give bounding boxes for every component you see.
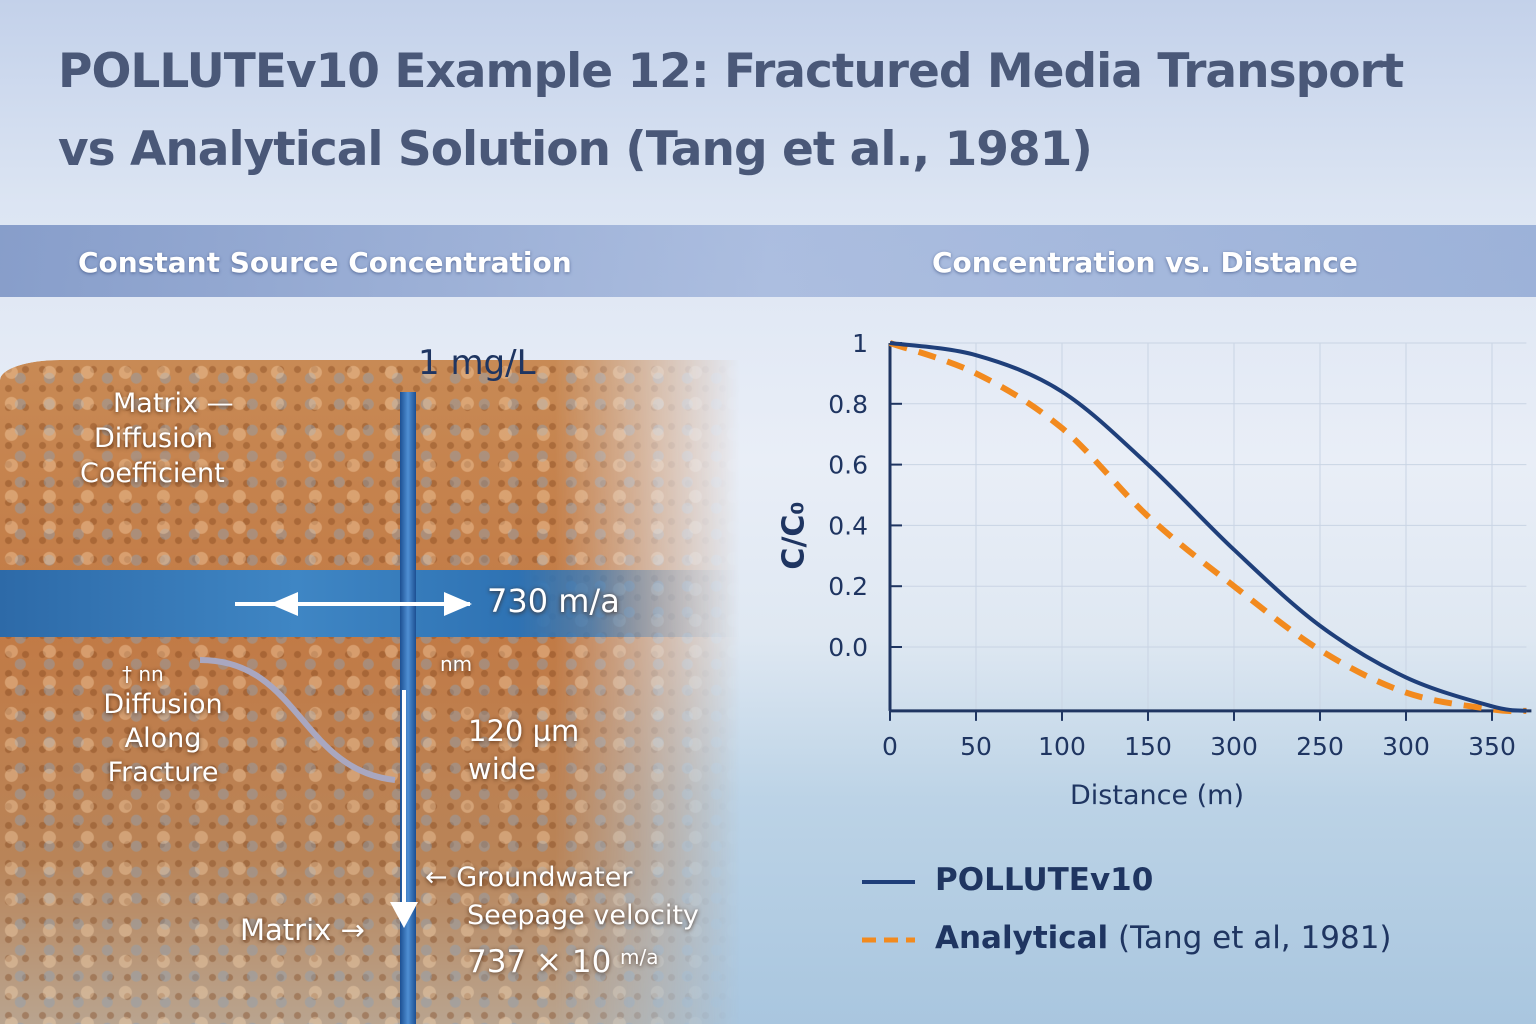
x-tick-label: 300 — [1382, 732, 1430, 761]
x-tick-label: 0 — [882, 732, 898, 761]
x-tick-label: 300 — [1210, 732, 1258, 761]
legend-pollute: POLLUTEv10 — [935, 862, 1154, 898]
x-tick-label: 350 — [1468, 732, 1516, 761]
mark-right: nm — [440, 652, 473, 676]
title-line-1: POLLUTEv10 Example 12: Fractured Media T… — [58, 44, 1404, 99]
x-tick-label: 150 — [1124, 732, 1172, 761]
x-axis-label: Distance (m) — [1070, 780, 1245, 811]
legend-analytical: Analytical (Tang et al, 1981) — [935, 920, 1392, 956]
x-tick-label: 50 — [960, 732, 992, 761]
legend-swatches — [862, 880, 915, 943]
line: 120 µm — [468, 714, 580, 748]
y-tick-label: 0.4 — [828, 511, 868, 540]
y-tick-label: 0.8 — [828, 390, 868, 419]
matrix-arrow-label: Matrix → — [240, 913, 365, 947]
y-axis-label: C/C₀ — [776, 501, 812, 570]
line: wide — [468, 752, 537, 786]
legend-analytical-name: Analytical — [935, 920, 1109, 956]
line: Along — [124, 723, 202, 754]
series-pollutev10 — [889, 341, 1527, 713]
x-tick-label: 100 — [1038, 732, 1086, 761]
header-band — [0, 225, 1536, 297]
line: Fracture — [107, 757, 219, 788]
line: Diffusion — [103, 689, 223, 720]
left-header: Constant Source Concentration — [78, 246, 572, 279]
mark-left: † nn — [122, 662, 164, 686]
groundwater-label: ← Groundwater — [425, 862, 633, 893]
title-line-2: vs Analytical Solution (Tang et al., 198… — [58, 122, 1093, 177]
matrix-label: Matrix — — [113, 388, 234, 419]
right-header: Concentration vs. Distance — [932, 246, 1358, 279]
source-concentration: 1 mg/L — [418, 343, 536, 383]
arrow-right-head — [444, 592, 472, 616]
diffusion-label: Diffusion — [94, 423, 214, 454]
y-tick-label: 0.6 — [828, 451, 868, 480]
aperture-label: 120 µm wide — [468, 712, 579, 788]
flow-rate: 730 m/a — [487, 582, 620, 620]
velocity-value: 737 × 10 — [467, 944, 612, 980]
soil-matrix-illustration — [0, 360, 740, 1024]
legend-analytical-source: (Tang et al, 1981) — [1118, 920, 1392, 956]
y-tick-label: 0.2 — [828, 572, 868, 601]
diffusion-along-fracture: Diffusion Along Fracture — [95, 688, 231, 790]
diffusion-curve — [199, 657, 396, 783]
y-tick-label: 1 — [852, 329, 868, 358]
seepage-arrow-head — [390, 902, 418, 928]
velocity-unit: m/a — [620, 945, 659, 969]
x-tick-label: 250 — [1296, 732, 1344, 761]
y-tick-label: 0.0 — [828, 633, 868, 662]
seepage-label: Seepage velocity — [467, 900, 699, 931]
diagram-arrows — [199, 592, 472, 928]
series-analytical — [889, 340, 1527, 715]
coefficient-label: Coefficient — [80, 458, 225, 489]
arrow-left-head — [270, 592, 298, 616]
